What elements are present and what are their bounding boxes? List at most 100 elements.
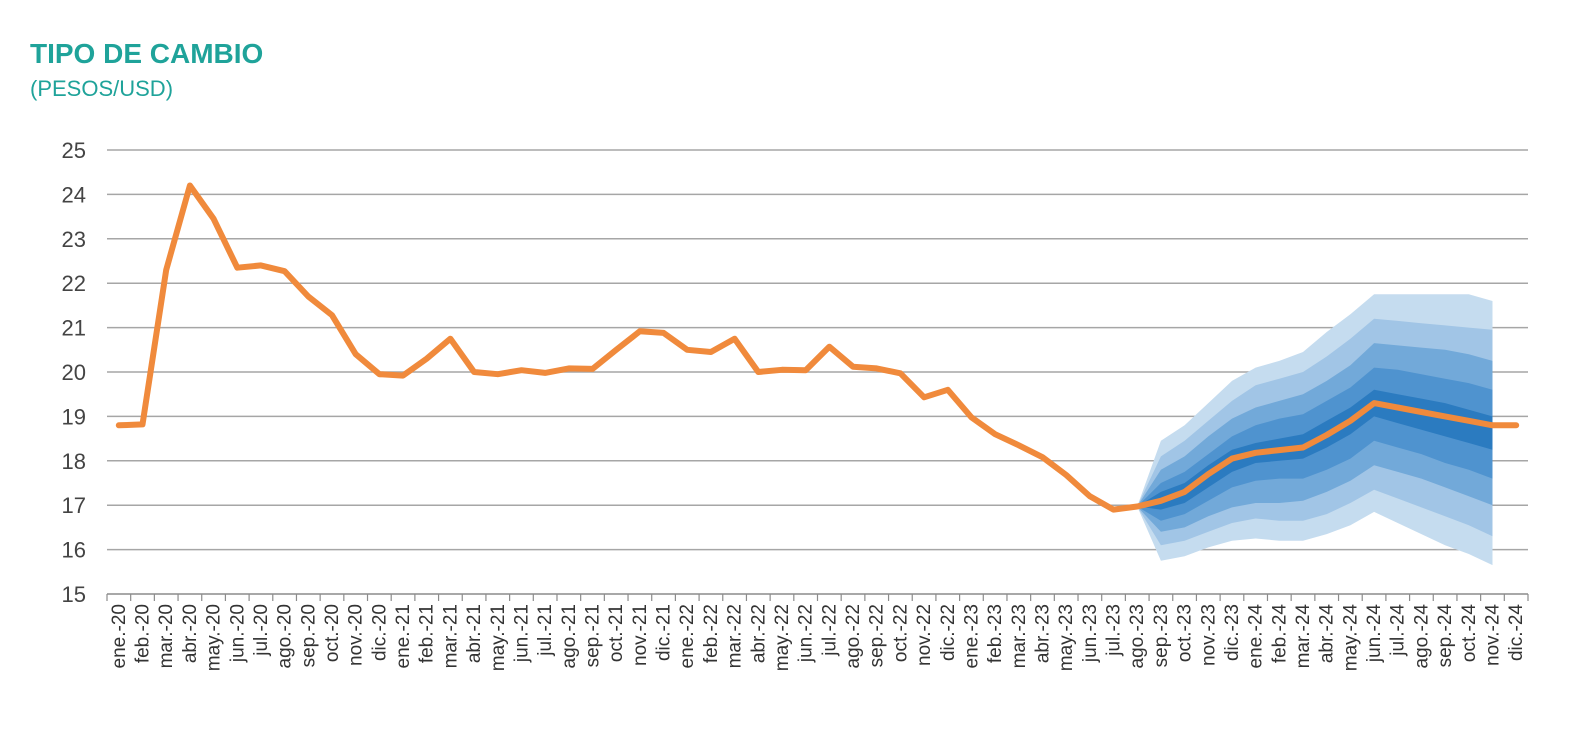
data-point (354, 352, 358, 356)
data-point (1183, 490, 1187, 494)
x-tick-label: feb.-24 (1269, 604, 1290, 664)
data-point (827, 345, 831, 349)
data-point (875, 366, 879, 370)
x-tick-label: abr.-23 (1032, 604, 1053, 663)
data-point (1041, 455, 1044, 459)
data-point (1230, 457, 1234, 461)
x-tick-label: nov.-23 (1198, 604, 1219, 666)
x-tick-label: ene.-21 (393, 604, 414, 668)
data-point (188, 184, 192, 187)
x-tick-label: dic.-24 (1506, 604, 1527, 661)
fan-chart-bands (1137, 294, 1493, 566)
data-point (259, 263, 263, 267)
x-tick-label: ago.-21 (559, 604, 580, 668)
x-tick-label: may.-23 (1056, 604, 1077, 671)
x-tick-label: mar.-24 (1293, 604, 1314, 669)
data-point (543, 371, 547, 375)
x-tick-label: nov.-22 (914, 604, 935, 666)
data-point (733, 337, 737, 341)
x-tick-label: jul.-21 (535, 604, 556, 657)
data-point (1419, 410, 1423, 414)
y-tick-label: 23 (62, 227, 86, 252)
y-tick-label: 22 (62, 271, 86, 296)
x-tick-label: oct.-22 (890, 604, 911, 662)
x-tick-label: ago.-20 (275, 604, 296, 668)
x-tick-label: jun.-22 (796, 604, 817, 663)
data-point (330, 313, 334, 317)
data-point (1017, 443, 1021, 447)
data-point (709, 350, 713, 354)
data-point (1443, 414, 1447, 418)
x-tick-label: jul.-23 (1104, 604, 1125, 657)
x-tick-label: may.-20 (204, 604, 225, 671)
x-tick-label: jul.-22 (819, 604, 840, 657)
data-point (1301, 446, 1305, 449)
x-tick-label: oct.-20 (322, 604, 343, 662)
x-tick-label: abr.-20 (180, 604, 201, 663)
data-point (851, 365, 855, 369)
y-tick-label: 24 (62, 182, 86, 207)
x-tick-label: dic.-21 (654, 604, 675, 661)
x-tick-label: ago.-22 (843, 604, 864, 668)
x-tick-label: feb.-20 (133, 604, 154, 663)
data-point (141, 422, 144, 426)
y-tick-label: 19 (62, 404, 86, 429)
data-point (117, 423, 121, 427)
data-point (1112, 508, 1115, 512)
data-point (685, 348, 689, 352)
x-tick-label: sep.-23 (1151, 604, 1172, 667)
data-point (1467, 419, 1471, 423)
data-point (898, 371, 902, 375)
data-point (969, 415, 973, 419)
x-tick-label: mar.-21 (440, 604, 461, 668)
x-tick-label: nov.-20 (346, 604, 367, 666)
x-tick-label: mar.-23 (1009, 604, 1030, 668)
x-tick-label: oct.-23 (1175, 604, 1196, 662)
x-tick-label: mar.-22 (725, 604, 746, 668)
x-tick-label: mar.-20 (156, 604, 177, 668)
x-tick-label: sep.-24 (1435, 604, 1456, 668)
data-point (804, 368, 808, 372)
x-tick-label: sep.-21 (583, 604, 604, 667)
x-tick-label: feb.-21 (417, 604, 438, 663)
x-tick-label: ago.-23 (1127, 604, 1148, 668)
x-tick-label: sep.-20 (298, 604, 319, 667)
data-point (425, 357, 429, 361)
x-tick-label: abr.-22 (748, 604, 769, 663)
data-point (1159, 499, 1163, 503)
y-tick-label: 15 (62, 582, 86, 607)
data-point (662, 331, 666, 335)
data-point (520, 368, 523, 372)
x-tick-label: nov.-21 (630, 604, 651, 666)
data-point (212, 217, 216, 221)
x-tick-label: may.-22 (772, 604, 793, 671)
x-tick-label: may.-24 (1340, 604, 1361, 672)
y-tick-label: 20 (62, 360, 86, 385)
x-tick-label: dic.-22 (938, 604, 959, 661)
y-tick-label: 25 (62, 138, 86, 163)
x-tick-label: dic.-23 (1222, 604, 1243, 661)
x-tick-label: ene.-20 (109, 604, 130, 668)
x-tick-label: feb.-22 (701, 604, 722, 663)
data-point (614, 348, 618, 352)
series-line-1 (115, 182, 1520, 513)
x-tick-label: jul.-24 (1388, 604, 1409, 657)
y-tick-label: 17 (62, 493, 86, 518)
x-tick-label: oct.-24 (1459, 604, 1480, 663)
x-tick-label: jul.-20 (251, 604, 272, 657)
data-point (780, 368, 784, 372)
data-point (1135, 505, 1139, 508)
data-point (1491, 423, 1494, 427)
data-point (756, 370, 760, 374)
data-point (591, 367, 594, 371)
x-tick-label: abr.-21 (464, 604, 485, 663)
data-point (377, 372, 381, 376)
data-point (638, 329, 642, 333)
data-point (401, 374, 405, 378)
x-tick-label: ago.-24 (1411, 604, 1432, 669)
chart-subtitle: (PESOS/USD) (30, 76, 174, 101)
x-tick-label: sep.-22 (867, 604, 888, 667)
data-point (1348, 419, 1352, 423)
